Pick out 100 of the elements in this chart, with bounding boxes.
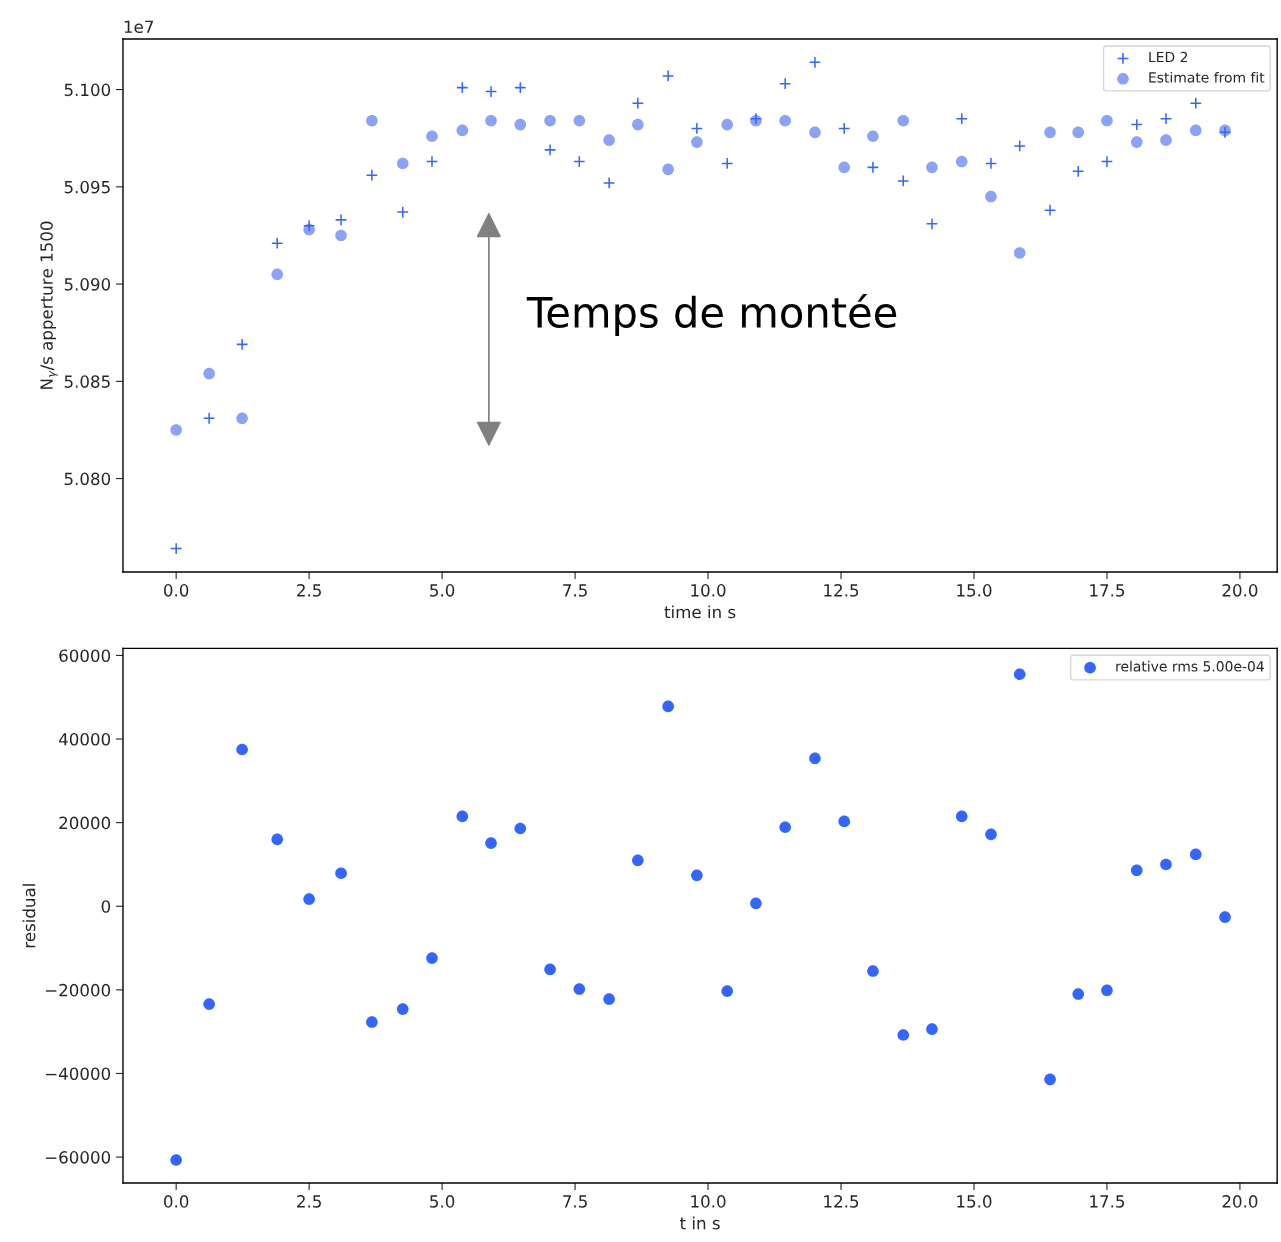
point: [1044, 1073, 1056, 1086]
point: [809, 126, 821, 139]
point: [897, 1029, 910, 1041]
point: [203, 367, 215, 380]
point: [897, 114, 910, 127]
point: [514, 822, 527, 835]
x-tick-label: 15.0: [957, 584, 992, 597]
point: [484, 85, 498, 98]
y-axis-title: N$_{γ}$/s apperture 1500: [40, 221, 58, 389]
point: [1101, 114, 1113, 127]
point: [838, 122, 851, 135]
x-axis-title: time in s: [664, 605, 736, 619]
point: [573, 114, 586, 127]
point: [236, 412, 248, 425]
y-tick-label: 40000: [58, 733, 111, 746]
point: [1072, 165, 1085, 178]
point: [456, 124, 469, 137]
point: [691, 136, 703, 148]
point: [271, 268, 284, 281]
point: [955, 155, 968, 168]
x-tick-label: 20.0: [1222, 1195, 1258, 1208]
y-tick-label: 5.095: [64, 180, 110, 194]
legend-label: relative rms 5.00e-04: [1116, 660, 1264, 672]
y-tick-label: 60000: [59, 649, 111, 662]
y-tick-label: 5.080: [64, 472, 111, 486]
point: [721, 985, 733, 997]
point: [236, 743, 248, 756]
y-tick-label: 0: [101, 900, 111, 913]
x-tick-label: 17.5: [1090, 584, 1125, 597]
point: [662, 163, 674, 176]
point: [543, 143, 557, 157]
point: [955, 810, 968, 823]
x-tick-label: 15.0: [957, 1195, 992, 1208]
point: [926, 161, 938, 174]
point: [203, 998, 215, 1010]
x-tick-label: 12.5: [824, 1195, 859, 1208]
y-tick-label: 5.085: [64, 375, 110, 388]
point: [955, 112, 968, 125]
x-tick-label: 12.5: [824, 584, 859, 597]
point: [662, 700, 674, 713]
point: [1130, 136, 1143, 148]
point: [603, 134, 615, 146]
point: [866, 161, 880, 174]
x-tick-label: 7.5: [563, 1195, 587, 1208]
x-axis-title: t in s: [680, 1216, 720, 1230]
point: [544, 114, 556, 127]
point: [271, 833, 284, 846]
point: [235, 338, 249, 351]
point: [1219, 911, 1231, 923]
point: [808, 56, 822, 69]
point: [202, 412, 216, 425]
point: [867, 965, 879, 977]
x-tick-label: 20.0: [1222, 584, 1258, 597]
point: [335, 867, 347, 880]
point: [396, 1003, 409, 1015]
text: 1e7: [124, 20, 154, 34]
point: [1043, 204, 1057, 217]
point: [1160, 134, 1172, 146]
x-tick-label: 10.0: [691, 1195, 726, 1208]
point: [365, 169, 379, 182]
point: [750, 897, 762, 910]
x-tick-label: 17.5: [1090, 1195, 1125, 1208]
point: [425, 155, 439, 168]
point: [1189, 848, 1202, 861]
point: [303, 893, 315, 905]
point: [573, 983, 586, 995]
annotation: Temps de montée: [526, 294, 897, 337]
point: [1013, 668, 1026, 681]
x-tick-label: 2.5: [297, 1195, 321, 1208]
point: [721, 157, 734, 170]
point: [662, 69, 675, 83]
point: [1130, 864, 1143, 877]
point: [1189, 124, 1202, 137]
point: [396, 205, 409, 219]
point: [632, 118, 644, 131]
point: [170, 424, 182, 436]
x-tick-label: 7.5: [563, 584, 587, 597]
point: [1072, 126, 1085, 139]
point: [1189, 97, 1202, 110]
point: [779, 114, 791, 127]
point: [985, 190, 997, 203]
point: [984, 157, 998, 170]
point: [603, 993, 615, 1005]
point: [456, 81, 469, 94]
point: [170, 1154, 182, 1166]
point: [926, 1023, 938, 1035]
point: [1013, 139, 1026, 153]
y-tick-label: 20000: [59, 816, 111, 830]
point: [1072, 988, 1085, 1000]
point: [809, 752, 821, 765]
point: [1130, 118, 1143, 131]
point: [544, 963, 556, 976]
y-tick-label: −60000: [45, 1151, 111, 1164]
y-tick-label: −40000: [45, 1067, 111, 1081]
point: [426, 952, 438, 964]
point: [721, 118, 733, 131]
point: [985, 828, 997, 841]
point: [691, 869, 703, 882]
point: [632, 854, 644, 867]
x-tick-label: 5.0: [430, 1195, 455, 1208]
